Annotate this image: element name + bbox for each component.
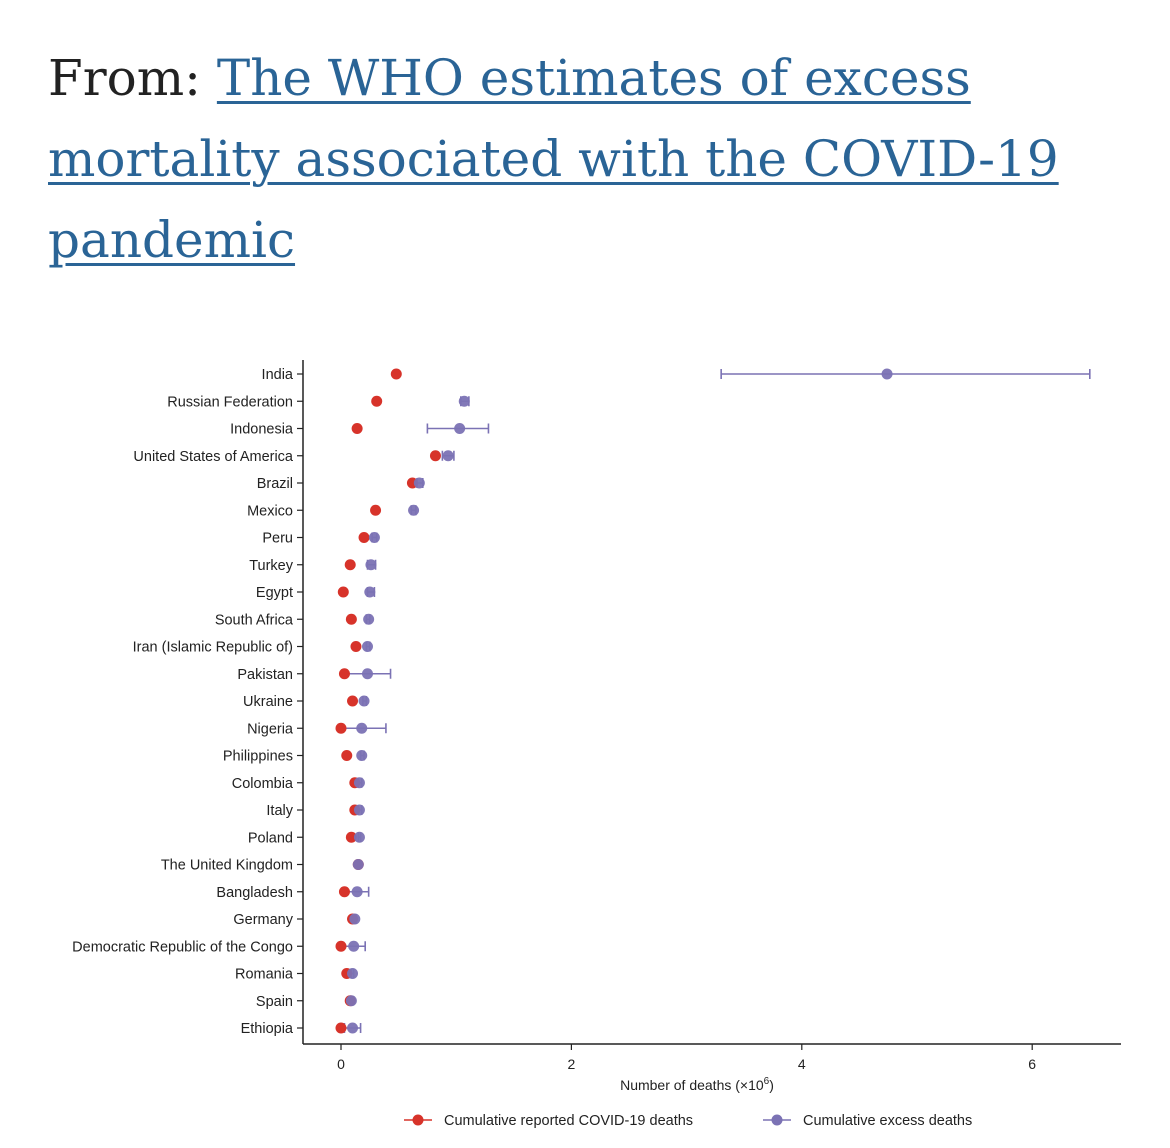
y-tick-label: Spain	[256, 994, 293, 1010]
excess-deaths-point	[353, 804, 365, 816]
chart-marks	[335, 368, 1091, 1034]
y-tick-label: South Africa	[215, 612, 294, 628]
reported-deaths-point	[335, 722, 347, 734]
y-tick-label: Egypt	[256, 585, 293, 601]
chart-legend: Cumulative reported COVID-19 deaths Cumul…	[404, 1113, 972, 1129]
excess-deaths-point	[365, 559, 377, 571]
y-tick-label: Peru	[262, 531, 293, 547]
legend-swatch	[771, 1114, 783, 1126]
excess-deaths-point	[347, 968, 359, 979]
x-tick-label: 2	[568, 1056, 576, 1072]
y-tick-label: Nigeria	[247, 721, 294, 737]
y-tick-label: Ethiopia	[241, 1021, 294, 1037]
chart-axes: 0 2 4 6 Number of deaths (×106) India Russian …	[72, 360, 1121, 1093]
reported-deaths-point	[390, 368, 402, 380]
excess-deaths-point	[881, 368, 893, 380]
x-tick-label: 4	[798, 1056, 806, 1072]
excess-deaths-point	[352, 859, 364, 870]
y-tick-label: United States of America	[133, 449, 294, 465]
y-tick-label: Philippines	[223, 749, 293, 765]
y-tick-label: Turkey	[249, 558, 294, 574]
y-tick-label: Pakistan	[237, 667, 293, 683]
reported-deaths-point	[345, 613, 357, 625]
excess-deaths-point	[345, 995, 357, 1007]
excess-deaths-point	[356, 722, 368, 734]
excess-deaths-chart: 0 2 4 6 Number of deaths (×106) India Russian …	[72, 360, 1121, 1129]
reported-deaths-point	[338, 668, 350, 680]
reported-deaths-point	[345, 831, 357, 843]
y-tick-label: Mexico	[247, 503, 293, 519]
legend-item-excess: Cumulative excess deaths	[763, 1113, 972, 1129]
reported-deaths-point	[335, 1022, 347, 1034]
x-tick-label: 0	[337, 1056, 345, 1072]
page-heading: From: The WHO estimates of excess mortal…	[48, 38, 1128, 281]
excess-deaths-point	[408, 504, 420, 516]
excess-deaths-point	[361, 641, 373, 652]
reported-deaths-point	[344, 559, 356, 571]
y-tick-label: Romania	[235, 967, 294, 983]
reported-deaths-point	[358, 532, 370, 543]
excess-deaths-point	[349, 913, 361, 925]
y-tick-label: Colombia	[232, 776, 294, 792]
excess-deaths-point	[454, 423, 466, 434]
reported-deaths-point	[341, 750, 353, 761]
excess-deaths-point	[363, 613, 375, 625]
y-tick-label: Italy	[266, 803, 293, 819]
y-tick-label: Democratic Republic of the Congo	[72, 939, 293, 955]
excess-deaths-point	[348, 940, 360, 952]
x-tick-label: 6	[1028, 1056, 1036, 1072]
legend-item-reported: Cumulative reported COVID-19 deaths	[404, 1113, 693, 1129]
y-tick-label: Poland	[248, 830, 293, 846]
excess-deaths-point	[353, 831, 365, 843]
legend-label: Cumulative reported COVID-19 deaths	[444, 1113, 693, 1129]
reported-deaths-point	[351, 423, 363, 434]
reported-deaths-point	[335, 940, 347, 952]
y-tick-label: Germany	[233, 912, 293, 928]
y-tick-label: Iran (Islamic Republic of)	[133, 640, 293, 656]
y-tick-label: Russian Federation	[167, 394, 293, 410]
excess-deaths-point	[351, 886, 363, 898]
excess-deaths-point	[364, 586, 376, 598]
y-tick-label: Brazil	[257, 476, 293, 492]
excess-deaths-point	[347, 1022, 359, 1034]
reported-deaths-point	[338, 886, 350, 898]
reported-deaths-point	[429, 450, 441, 462]
excess-deaths-point	[368, 532, 380, 543]
y-tick-label: The United Kingdom	[161, 858, 293, 874]
article-link[interactable]: The WHO estimates of excess mortality as…	[48, 49, 1059, 269]
excess-deaths-point	[458, 395, 470, 407]
reported-deaths-point	[370, 504, 382, 516]
y-tick-label: Indonesia	[230, 422, 294, 438]
excess-deaths-point	[353, 777, 365, 789]
legend-label: Cumulative excess deaths	[803, 1113, 972, 1129]
excess-deaths-point	[358, 695, 370, 707]
reported-deaths-point	[347, 695, 359, 707]
y-tick-label: Ukraine	[243, 694, 293, 710]
excess-deaths-point	[413, 477, 425, 489]
reported-deaths-point	[337, 586, 349, 598]
legend-swatch	[412, 1114, 424, 1126]
x-axis-label: Number of deaths (×106)	[620, 1076, 774, 1093]
heading-prefix: From:	[48, 49, 201, 107]
excess-deaths-point	[442, 450, 454, 462]
y-tick-label: India	[262, 367, 294, 383]
y-tick-label: Bangladesh	[216, 885, 293, 901]
excess-deaths-point	[361, 668, 373, 680]
reported-deaths-point	[371, 395, 383, 407]
reported-deaths-point	[350, 641, 362, 652]
excess-deaths-point	[356, 750, 368, 761]
